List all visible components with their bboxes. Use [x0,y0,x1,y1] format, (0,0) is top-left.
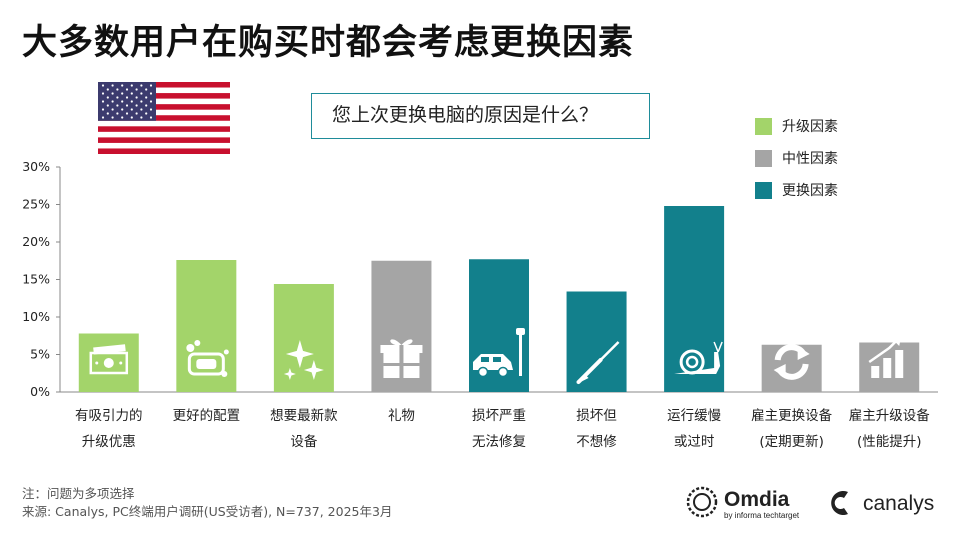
y-tick-label: 0% [30,384,50,399]
bar-growth-icon [868,336,904,378]
y-tick-label: 25% [22,197,50,212]
y-tick-label: 10% [22,309,50,324]
refresh-icon [773,344,810,380]
x-tick-label-line2: 或过时 [674,434,715,450]
y-tick-label: 20% [22,234,50,249]
x-tick-label-line2: (性能提升) [857,434,922,450]
legend-label-replacement: 更换因素 [782,183,838,199]
x-tick-label: 有吸引力的 [75,408,143,424]
bar [761,344,822,392]
omdia-logo-text: Omdia [724,488,790,511]
canalys-logo: canalys [831,491,934,515]
x-tick-label: 损坏但 [576,408,617,424]
x-tick-label: 想要最新款 [270,408,338,424]
x-tick-label: 更好的配置 [173,408,241,424]
x-tick-label-line2: 升级优惠 [82,434,136,450]
legend-label-neutral: 中性因素 [782,151,838,167]
source-note: 来源: Canalys, PC终端用户调研(US受访者), N=737, 202… [22,504,393,519]
money-icon [89,344,129,375]
omdia-logo-tagline: by informa techtarget [724,511,800,520]
x-tick-label: 雇主更换设备 [751,407,832,424]
bar [176,260,237,392]
x-tick-label-line2: 设备 [290,433,317,450]
y-tick-label: 15% [22,272,50,287]
legend-swatch-upgrade [755,117,772,135]
canalys-logo-text: canalys [863,492,934,515]
x-tick-label-line2: 不想修 [576,434,617,450]
x-tick-label: 礼物 [388,408,415,424]
bar [566,291,627,392]
legend-item-upgrade: 升级因素 [755,110,838,142]
bar [273,284,334,392]
x-tick-label: 损坏严重 [472,408,526,424]
legend-swatch-replacement [755,181,772,199]
snail-icon [674,341,723,375]
car-crash-icon [473,328,525,378]
question-box: 您上次更换电脑的原因是什么？ [311,93,650,139]
us-flag-icon [98,82,230,154]
legend-item-replacement: 更换因素 [755,174,838,206]
legend-label-upgrade: 升级因素 [782,119,838,135]
soap-icon [186,340,229,377]
y-tick-label: 5% [30,347,50,362]
y-tick-label: 30% [22,159,50,174]
gift-icon [380,339,423,378]
screwdriver-icon [576,341,620,384]
sparkle-icon [283,340,324,380]
page-title: 大多数用户在购买时都会考虑更换因素 [22,23,635,63]
chart-legend: 升级因素 中性因素 更换因素 [755,110,838,206]
legend-item-neutral: 中性因素 [755,142,838,174]
legend-swatch-neutral [755,149,772,167]
footnote: 注：问题为多项选择 [22,486,135,501]
x-tick-label: 雇主升级设备 [849,407,930,424]
x-tick-label: 运行缓慢 [667,407,721,424]
omdia-logo: Omdia by informa techtarget [686,486,800,520]
x-tick-label-line2: 无法修复 [472,433,526,450]
x-tick-label-line2: (定期更新) [759,434,824,450]
